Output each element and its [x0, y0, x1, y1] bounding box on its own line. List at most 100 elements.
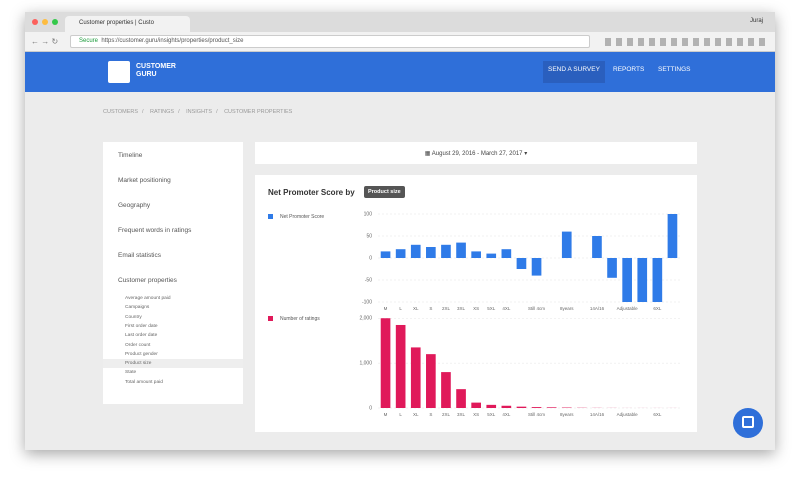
- bar: [471, 402, 481, 408]
- chat-icon: [742, 416, 754, 428]
- close-dot[interactable]: [32, 19, 38, 25]
- nav-link[interactable]: REPORTS: [613, 66, 645, 73]
- y-tick-label: 1,000: [359, 360, 372, 366]
- x-tick-label: Still 4cm: [528, 306, 545, 311]
- x-tick-label: 2XL: [442, 412, 451, 417]
- chart-badge[interactable]: Product size: [364, 186, 405, 198]
- chart-title: Net Promoter Score by: [268, 188, 355, 197]
- x-tick-label: XS: [473, 306, 479, 311]
- x-tick-label: 3XL: [457, 306, 466, 311]
- legend-label: Net Promoter Score: [280, 214, 324, 220]
- bar: [667, 214, 678, 258]
- x-tick-label: S: [429, 412, 432, 417]
- chart-card: [255, 175, 697, 432]
- breadcrumb-item[interactable]: INSIGHTS: [186, 109, 213, 115]
- bar: [426, 354, 436, 408]
- address-bar: ← → ↻ Secure https://customer.guru/insig…: [25, 32, 775, 52]
- bar: [516, 258, 527, 269]
- bar: [395, 324, 406, 408]
- x-tick-label: 6XL: [653, 306, 662, 311]
- nav-link[interactable]: SEND A SURVEY: [548, 66, 600, 73]
- bar: [441, 244, 451, 258]
- bar: [395, 249, 406, 258]
- chat-button[interactable]: [733, 408, 763, 438]
- logo[interactable]: CUSTOMER GURU: [136, 63, 176, 78]
- nav-active: [543, 61, 605, 83]
- nav-buttons[interactable]: ← → ↻: [31, 37, 59, 46]
- x-tick-label: Still 4cm: [528, 412, 545, 417]
- tab-bar: Customer properties | Custo Juraj: [25, 12, 775, 32]
- x-tick-label: 8years: [560, 412, 574, 417]
- sidebar-item[interactable]: Customer properties: [118, 277, 177, 284]
- sidebar-subitem[interactable]: Product size: [125, 361, 152, 367]
- breadcrumb-item[interactable]: RATINGS: [150, 109, 175, 115]
- y-tick-label: 0: [369, 255, 372, 261]
- sidebar-subitem[interactable]: Order count: [125, 342, 151, 348]
- x-tick-label: 14A/16: [590, 412, 605, 417]
- sidebar-subitem[interactable]: Country: [125, 314, 142, 320]
- x-tick-label: L: [399, 412, 402, 417]
- sidebar-subitem[interactable]: Total amount paid: [125, 379, 163, 385]
- y-tick-label: -100: [362, 299, 372, 305]
- x-tick-label: 8years: [560, 306, 574, 311]
- logo-icon[interactable]: [108, 61, 130, 83]
- x-tick-label: 3XL: [457, 412, 466, 417]
- breadcrumb-item[interactable]: CUSTOMERS: [103, 109, 139, 115]
- legend-swatch: [268, 214, 273, 219]
- sidebar-item[interactable]: Timeline: [118, 152, 143, 159]
- extensions[interactable]: [605, 38, 765, 46]
- sidebar-subitem[interactable]: First order date: [125, 323, 158, 329]
- breadcrumb-sep: /: [178, 109, 180, 115]
- x-tick-label: Adjustable: [617, 412, 639, 417]
- bar: [531, 407, 542, 408]
- breadcrumb-item[interactable]: CUSTOMER PROPERTIES: [224, 109, 293, 115]
- bar: [426, 247, 436, 258]
- bar: [501, 249, 512, 258]
- bar: [637, 258, 648, 302]
- selected-row: [103, 359, 243, 369]
- x-tick-label: 5XL: [487, 412, 496, 417]
- date-text: August 29, 2016 - March 27, 2017: [431, 151, 523, 157]
- tab-title: Customer properties | Custo: [79, 20, 154, 26]
- legend-swatch: [268, 316, 273, 321]
- tab[interactable]: Customer properties | Custo: [65, 16, 190, 32]
- url-field[interactable]: Secure https://customer.guru/insights/pr…: [70, 35, 590, 48]
- bar: [410, 347, 421, 408]
- date-range[interactable]: ▦ August 29, 2016 - March 27, 2017 ▾: [255, 142, 697, 164]
- nav-link[interactable]: SETTINGS: [658, 66, 691, 73]
- breadcrumb-sep: /: [216, 109, 218, 115]
- bar: [516, 406, 527, 408]
- y-tick-label: 50: [366, 233, 372, 239]
- x-tick-label: M: [384, 412, 388, 417]
- bar: [486, 253, 497, 258]
- bar: [652, 258, 663, 302]
- y-tick-label: 0: [369, 405, 372, 411]
- y-tick-label: -50: [365, 277, 372, 283]
- sidebar-item[interactable]: Geography: [118, 202, 151, 209]
- y-tick-label: 100: [364, 211, 373, 217]
- sidebar-subitem[interactable]: Product gender: [125, 351, 158, 357]
- bar: [486, 404, 497, 408]
- x-tick-label: M: [384, 306, 388, 311]
- x-tick-label: 4XL: [502, 412, 511, 417]
- sidebar-subitem[interactable]: State: [125, 370, 137, 376]
- sidebar-item[interactable]: Market positioning: [118, 177, 171, 184]
- x-tick-label: XL: [413, 412, 419, 417]
- sidebar-item[interactable]: Email statistics: [118, 252, 161, 259]
- sidebar-subitem[interactable]: Campaigns: [125, 305, 150, 311]
- bar: [546, 407, 557, 408]
- x-tick-label: L: [399, 306, 402, 311]
- bar: [456, 242, 466, 258]
- x-tick-label: Adjustable: [617, 306, 639, 311]
- sidebar-subitem[interactable]: Last order date: [125, 333, 158, 339]
- bar: [501, 405, 512, 408]
- bar: [441, 372, 451, 408]
- min-dot[interactable]: [42, 19, 48, 25]
- legend-label: Number of ratings: [280, 316, 320, 322]
- bar: [531, 258, 542, 276]
- bar: [410, 244, 421, 258]
- sidebar-item[interactable]: Frequent words in ratings: [118, 227, 192, 234]
- bar: [622, 258, 632, 302]
- max-dot[interactable]: [52, 19, 58, 25]
- sidebar-subitem[interactable]: Average amount paid: [125, 296, 171, 301]
